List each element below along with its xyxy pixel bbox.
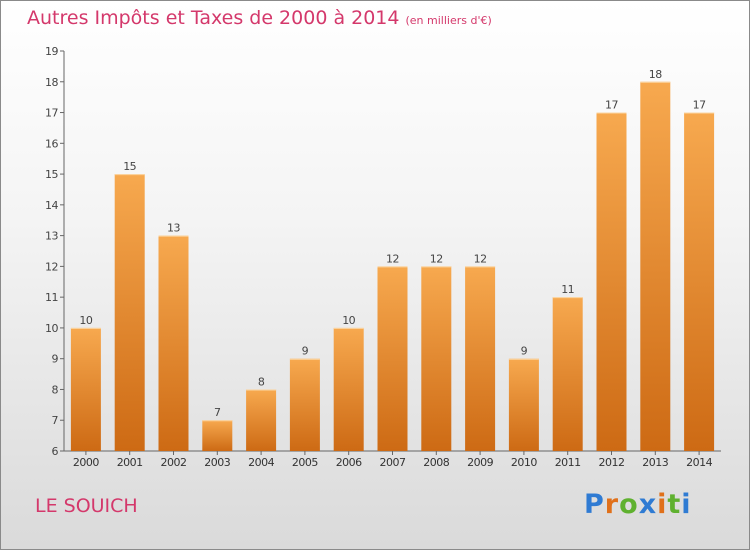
x-tick-label: 2003 [204,456,230,469]
y-tick-label: 11 [45,291,58,304]
data-label: 13 [167,222,180,235]
bar [465,266,496,451]
data-label: 17 [605,99,618,112]
y-tick-label: 15 [45,168,58,181]
x-tick-label: 2010 [511,456,537,469]
data-label: 12 [474,252,487,265]
y-tick-label: 14 [45,199,58,212]
bar [289,358,320,451]
x-tick-label: 2005 [292,456,318,469]
y-tick-label: 17 [45,107,58,120]
bar [70,327,101,451]
x-tick-label: 2009 [467,456,493,469]
x-tick-label: 2008 [423,456,449,469]
brand-letter: x [638,489,658,520]
y-tick-label: 7 [52,414,59,427]
bar [333,327,364,451]
brand-letter: P [584,489,605,520]
data-label: 8 [258,375,265,388]
x-tick-label: 2013 [642,456,668,469]
data-label: 11 [561,283,574,296]
bar [158,235,189,451]
y-tick-label: 12 [45,260,58,273]
data-label: 17 [693,99,706,112]
bar [202,420,233,451]
brand-logo: Proxiti [584,489,692,520]
bar [596,112,627,452]
y-tick-label: 9 [52,353,59,366]
y-tick-label: 6 [52,445,59,458]
bar [640,81,671,452]
place-name: LE SOUICH [35,495,138,517]
data-label: 10 [342,314,355,327]
data-label: 9 [521,345,528,358]
x-tick-label: 2012 [599,456,625,469]
y-tick-label: 18 [45,76,58,89]
data-label: 12 [386,252,399,265]
data-label: 9 [302,345,309,358]
x-tick-label: 2011 [555,456,581,469]
data-label: 12 [430,252,443,265]
data-label: 15 [123,160,136,173]
brand-letter: i [681,489,692,520]
x-tick-label: 2007 [380,456,406,469]
brand-letter: i [657,489,668,520]
x-tick-label: 2006 [336,456,362,469]
data-label: 10 [79,314,92,327]
title-unit: (en milliers d'€) [405,14,492,27]
brand-letter: r [604,489,620,520]
bar [684,112,715,452]
x-tick-label: 2002 [161,456,187,469]
y-tick-label: 8 [52,383,59,396]
data-label: 18 [649,68,662,81]
brand-letter: t [667,489,682,520]
x-tick-label: 2014 [686,456,712,469]
bar [114,174,145,452]
title-text: Autres Impôts et Taxes de 2000 à 2014 [27,7,400,29]
y-tick-label: 13 [45,230,58,243]
y-tick-label: 16 [45,137,58,150]
bar [246,389,277,451]
x-tick-label: 2004 [248,456,274,469]
bar [421,266,452,451]
bar [552,297,583,451]
brand-letter: o [619,489,639,520]
x-tick-label: 2001 [117,456,143,469]
chart-title: Autres Impôts et Taxes de 2000 à 2014 (en… [27,7,492,29]
data-label: 7 [214,406,221,419]
x-tick-label: 2000 [73,456,99,469]
y-tick-label: 19 [45,45,58,58]
bar [508,358,539,451]
y-tick-label: 10 [45,322,58,335]
bar [377,266,408,451]
